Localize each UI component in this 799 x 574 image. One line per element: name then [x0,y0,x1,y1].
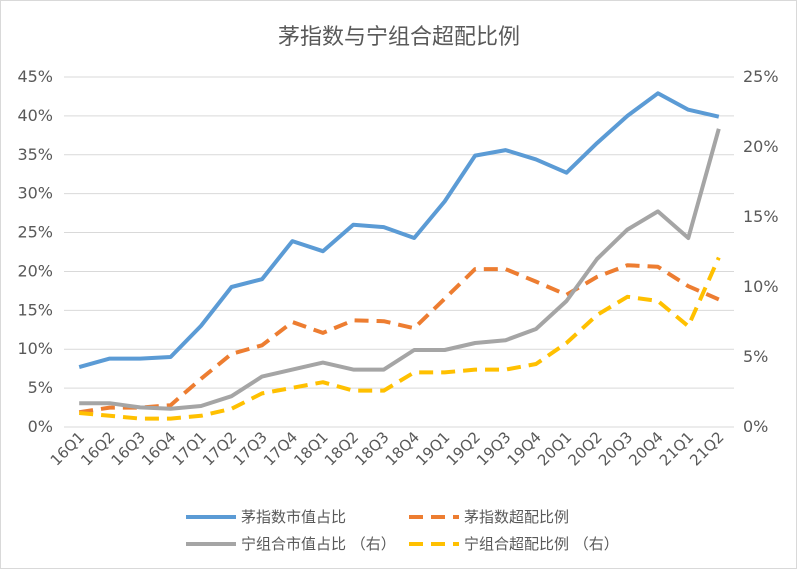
plot-area [78,91,721,421]
legend-item-0: 茅指数市值占比 [186,508,346,526]
series-line-1 [78,263,720,415]
x-tick-label: 18Q1 [290,428,331,469]
x-tick-label: 19Q4 [504,428,545,469]
x-tick-label: 20Q4 [625,428,666,469]
x-tick-label: 16Q3 [108,428,149,469]
legend-item-3: 宁组合超配比例 （右） [409,535,619,553]
x-tick-label: 17Q2 [199,428,240,469]
x-tick-label: 20Q2 [564,428,605,469]
x-tick-label: 18Q4 [382,428,423,469]
left-tick-label: 40% [17,106,53,125]
x-tick-label: 16Q4 [138,428,179,469]
x-tick-label: 19Q1 [412,428,453,469]
x-tick-label: 17Q4 [260,428,301,469]
x-tick-label: 20Q3 [595,428,636,469]
left-tick-label: 20% [17,261,53,280]
series-line-0 [78,91,720,370]
legend-label-1: 茅指数超配比例 [464,508,569,526]
x-tick-label: 20Q1 [534,428,575,469]
x-tick-label: 16Q2 [77,428,118,469]
legend-item-2: 宁组合市值占比 （右） [186,535,396,553]
gridlines [64,76,734,428]
left-tick-label: 25% [17,223,53,242]
right-tick-label: 15% [743,207,779,226]
legend-item-1: 茅指数超配比例 [409,508,569,526]
series-line-3 [79,256,721,421]
left-tick-label: 15% [17,300,53,319]
x-axis: 16Q116Q216Q316Q417Q117Q217Q317Q418Q118Q2… [47,428,728,469]
left-tick-label: 35% [17,145,53,164]
left-tick-label: 5% [28,378,53,397]
right-tick-label: 10% [743,277,779,296]
right-axis: 0% 5% 10% 15% 20% 25% [743,67,779,436]
right-tick-label: 20% [743,137,779,156]
x-tick-label: 21Q1 [656,428,697,469]
series-line-2 [79,128,721,411]
left-axis: 0% 5% 10% 15% 20% 25% 30% 35% 40% 45% [17,67,53,436]
left-tick-label: 45% [17,67,53,86]
left-tick-label: 0% [28,417,53,436]
legend: 茅指数市值占比 茅指数超配比例 宁组合市值占比 （右） 宁组合超配比例 （右） [186,508,619,553]
right-tick-label: 5% [743,347,768,366]
chart-title: 茅指数与宁组合超配比例 [278,25,520,50]
legend-label-0: 茅指数市值占比 [241,508,346,526]
legend-label-2: 宁组合市值占比 （右） [241,535,396,553]
right-tick-label: 0% [743,417,768,436]
x-tick-label: 19Q2 [443,428,484,469]
x-tick-label: 21Q2 [686,428,727,469]
x-tick-label: 17Q1 [169,428,210,469]
right-tick-label: 25% [743,67,779,86]
left-tick-label: 10% [17,339,53,358]
legend-label-3: 宁组合超配比例 （右） [464,535,619,553]
left-tick-label: 30% [17,184,53,203]
x-tick-label: 18Q2 [321,428,362,469]
x-tick-label: 19Q3 [473,428,514,469]
x-tick-label: 17Q3 [229,428,270,469]
x-tick-label: 18Q3 [351,428,392,469]
